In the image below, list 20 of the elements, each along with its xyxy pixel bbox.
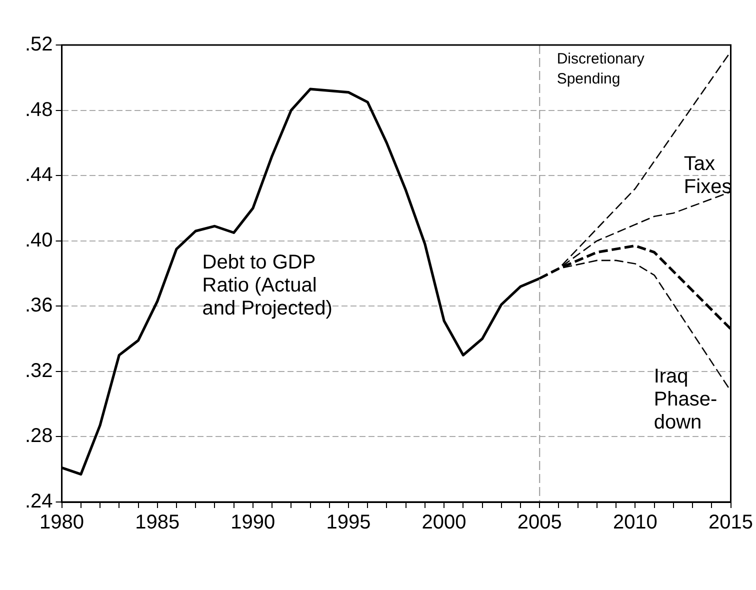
y-tick-label: .40 <box>24 229 53 252</box>
annotation: Iraq Phase- down <box>654 366 718 434</box>
x-tick-label: 2010 <box>612 512 658 534</box>
annotation: Debt to GDP Ratio (Actual and Projected) <box>202 251 332 320</box>
x-tick-label: 2005 <box>517 512 562 534</box>
x-tick-label: 1995 <box>326 512 371 534</box>
x-tick-label: 1985 <box>135 512 180 534</box>
annotation: Discretionary Spending <box>556 50 645 88</box>
x-tick-label: 2000 <box>422 512 466 534</box>
y-tick-label: .28 <box>24 425 53 448</box>
annotation: Tax Fixes <box>684 153 732 198</box>
y-tick-label: .52 <box>24 34 53 56</box>
y-tick-label: .32 <box>24 360 53 382</box>
y-tick-label: .36 <box>24 294 53 317</box>
x-tick-label: 1990 <box>230 512 276 534</box>
y-tick-label: .24 <box>24 490 53 513</box>
x-tick-label: 2015 <box>708 512 754 534</box>
y-tick-label: .48 <box>24 98 53 121</box>
y-tick-label: .44 <box>24 164 53 186</box>
x-tick-label: 1980 <box>40 512 84 534</box>
